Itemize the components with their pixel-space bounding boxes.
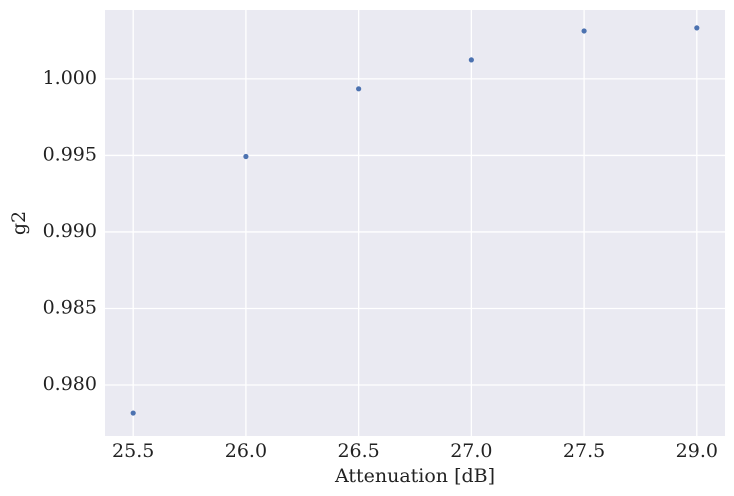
plot-area: [105, 10, 725, 436]
y-tick-label: 1.000: [43, 67, 97, 89]
x-tick-label: 26.0: [225, 440, 267, 462]
y-tick-label: 0.980: [43, 373, 97, 395]
point: [130, 410, 136, 416]
x-tick-label: 27.5: [563, 440, 605, 462]
y-tick-label: 0.985: [43, 296, 97, 318]
point: [356, 86, 362, 92]
grid: [105, 10, 725, 436]
point: [243, 153, 249, 160]
x-tick-label: 27.0: [450, 440, 492, 462]
point: [468, 57, 474, 63]
x-axis-label: Attenuation [dB]: [334, 465, 495, 487]
point: [694, 25, 700, 31]
x-tick-label: 25.5: [112, 440, 154, 462]
point: [581, 28, 587, 34]
x-tick-label: 26.5: [337, 440, 379, 462]
y-axis-label: g2: [8, 211, 30, 235]
y-tick-label: 0.990: [43, 220, 97, 242]
y-tick-label: 0.995: [43, 143, 97, 165]
x-tick-label: 29.0: [676, 440, 718, 462]
